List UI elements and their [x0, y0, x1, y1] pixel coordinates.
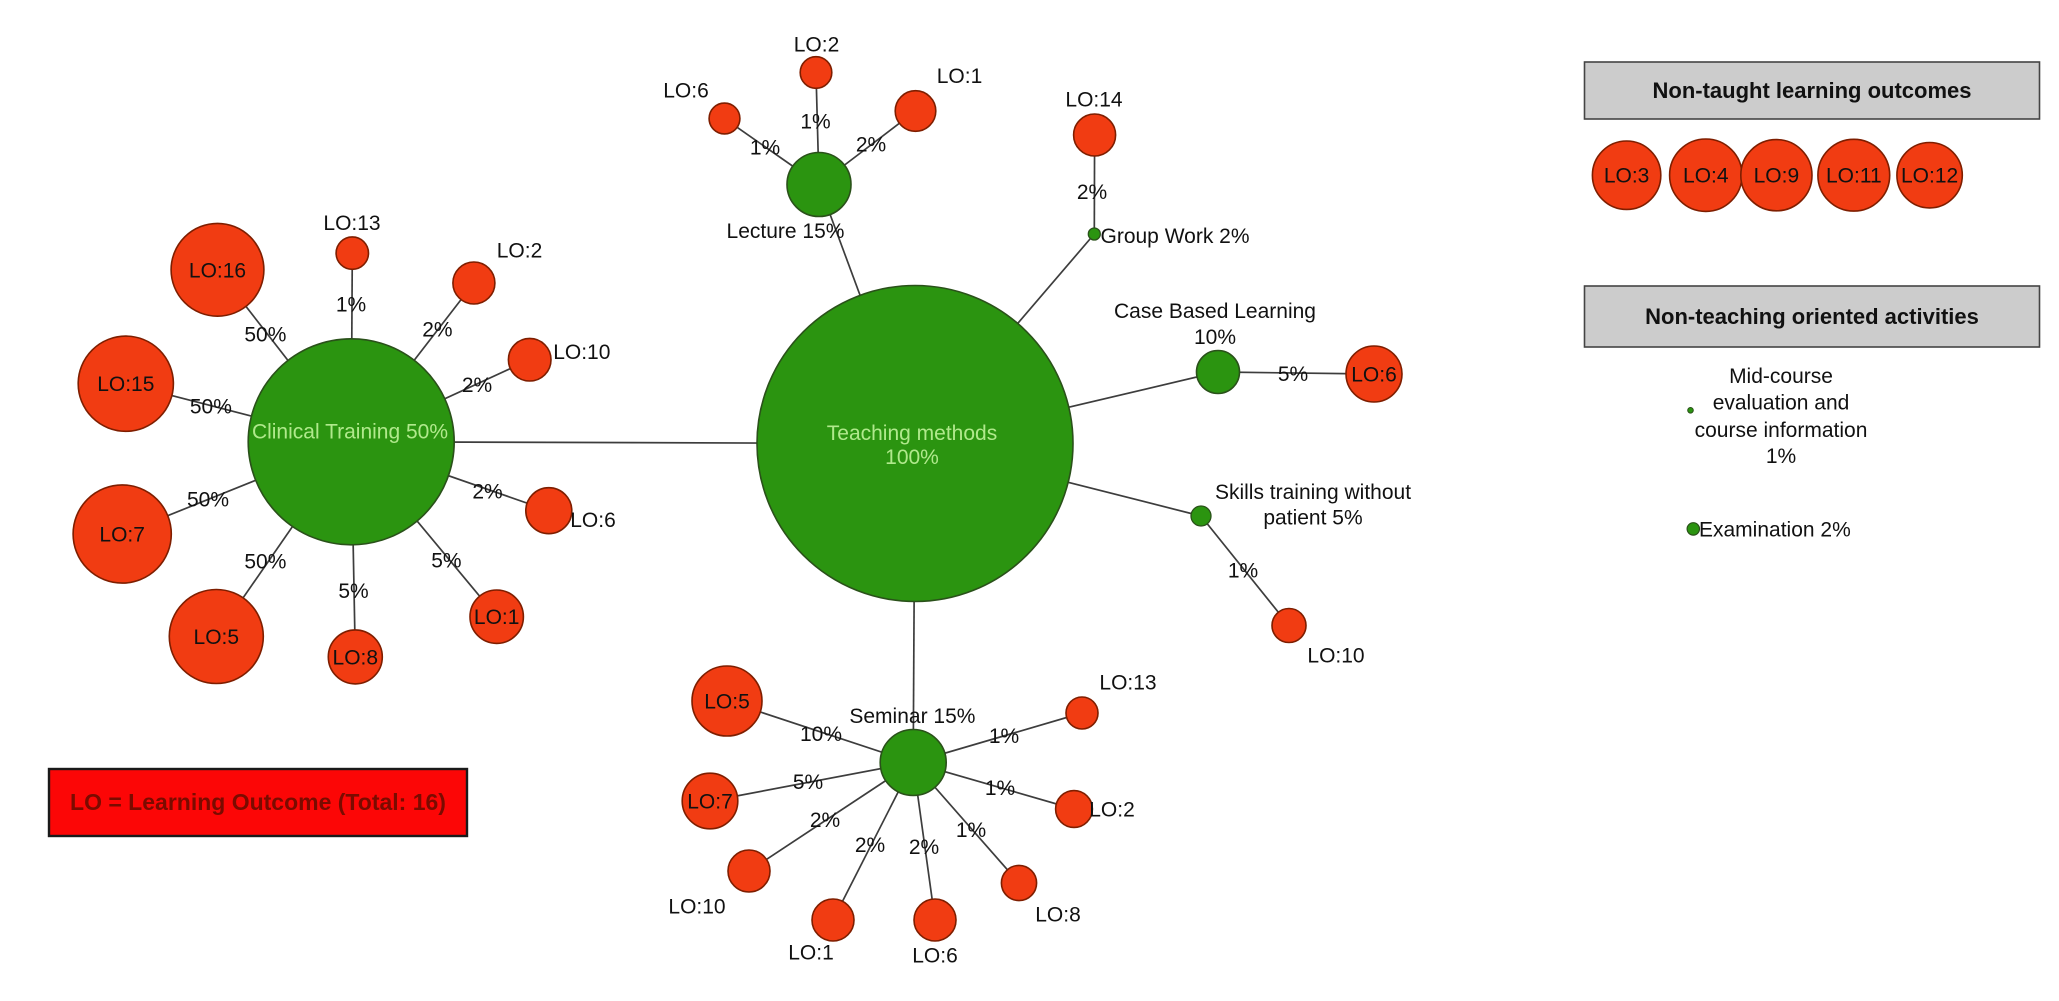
svg-text:LO:8: LO:8: [333, 646, 379, 669]
svg-text:Mid-course: Mid-course: [1729, 365, 1833, 388]
svg-text:50%: 50%: [187, 489, 229, 512]
svg-text:1%: 1%: [1766, 445, 1796, 468]
svg-text:LO:2: LO:2: [497, 240, 543, 263]
svg-text:LO:6: LO:6: [912, 945, 958, 968]
svg-text:2%: 2%: [855, 834, 885, 857]
svg-text:Group Work 2%: Group Work 2%: [1101, 225, 1250, 248]
svg-text:LO:14: LO:14: [1065, 89, 1123, 112]
svg-text:2%: 2%: [856, 134, 886, 157]
svg-text:1%: 1%: [1228, 560, 1258, 583]
svg-text:LO:6: LO:6: [1351, 364, 1397, 387]
svg-text:LO:2: LO:2: [794, 34, 840, 57]
svg-text:50%: 50%: [244, 324, 286, 347]
svg-text:Non-taught learning outcomes: Non-taught learning outcomes: [1653, 78, 1972, 103]
svg-text:Skills training without: Skills training without: [1215, 481, 1411, 504]
svg-text:100%: 100%: [885, 446, 939, 469]
svg-text:Case Based Learning: Case Based Learning: [1114, 300, 1316, 323]
svg-text:LO:8: LO:8: [1035, 904, 1081, 927]
svg-text:LO:6: LO:6: [570, 509, 616, 532]
svg-text:LO:16: LO:16: [189, 259, 246, 282]
svg-text:1%: 1%: [985, 777, 1015, 800]
svg-text:2%: 2%: [472, 481, 502, 504]
svg-text:2%: 2%: [422, 319, 452, 342]
svg-text:LO:1: LO:1: [474, 606, 520, 629]
svg-text:patient 5%: patient 5%: [1263, 507, 1362, 530]
svg-text:LO = Learning Outcome (Total:: LO = Learning Outcome (Total: 16): [70, 789, 446, 815]
svg-text:Lecture 15%: Lecture 15%: [727, 220, 845, 243]
svg-text:1%: 1%: [336, 294, 366, 317]
svg-text:5%: 5%: [431, 549, 461, 572]
svg-text:LO:2: LO:2: [1089, 799, 1135, 822]
svg-text:50%: 50%: [244, 551, 286, 574]
svg-text:5%: 5%: [793, 771, 823, 794]
svg-text:LO:15: LO:15: [97, 373, 154, 396]
svg-text:LO:11: LO:11: [1826, 165, 1882, 188]
svg-text:LO:1: LO:1: [937, 65, 983, 88]
svg-text:course information: course information: [1695, 419, 1868, 442]
svg-text:2%: 2%: [1077, 181, 1107, 204]
svg-text:LO:5: LO:5: [704, 691, 750, 714]
svg-text:2%: 2%: [462, 374, 492, 397]
svg-text:1%: 1%: [800, 111, 830, 134]
svg-text:LO:10: LO:10: [668, 896, 725, 919]
svg-text:LO:4: LO:4: [1683, 165, 1729, 188]
svg-text:LO:5: LO:5: [194, 626, 240, 649]
svg-text:50%: 50%: [190, 395, 232, 418]
svg-text:10%: 10%: [800, 723, 842, 746]
svg-text:Seminar 15%: Seminar 15%: [849, 705, 975, 728]
svg-text:LO:13: LO:13: [1099, 672, 1156, 695]
svg-text:LO:12: LO:12: [1901, 165, 1958, 188]
svg-text:5%: 5%: [1278, 363, 1308, 386]
svg-text:LO:9: LO:9: [1754, 165, 1800, 188]
svg-text:LO:10: LO:10: [553, 341, 610, 364]
svg-text:1%: 1%: [750, 137, 780, 160]
svg-text:2%: 2%: [810, 809, 840, 832]
svg-text:LO:13: LO:13: [323, 212, 380, 235]
svg-text:LO:3: LO:3: [1604, 165, 1650, 188]
svg-text:LO:7: LO:7: [99, 524, 145, 547]
svg-text:Examination 2%: Examination 2%: [1699, 518, 1851, 541]
svg-text:LO:6: LO:6: [663, 80, 709, 103]
svg-text:10%: 10%: [1194, 326, 1236, 349]
svg-text:2%: 2%: [909, 836, 939, 859]
svg-text:evaluation and: evaluation and: [1713, 392, 1850, 415]
svg-text:Non-teaching oriented activiti: Non-teaching oriented activities: [1645, 304, 1979, 329]
svg-text:LO:10: LO:10: [1307, 645, 1364, 668]
svg-text:1%: 1%: [956, 819, 986, 842]
svg-text:1%: 1%: [989, 725, 1019, 748]
svg-text:Teaching methods: Teaching methods: [827, 422, 997, 445]
svg-text:5%: 5%: [338, 580, 368, 603]
svg-text:LO:1: LO:1: [788, 942, 834, 965]
svg-text:LO:7: LO:7: [687, 791, 733, 814]
svg-text:Clinical Training 50%: Clinical Training 50%: [252, 421, 448, 444]
